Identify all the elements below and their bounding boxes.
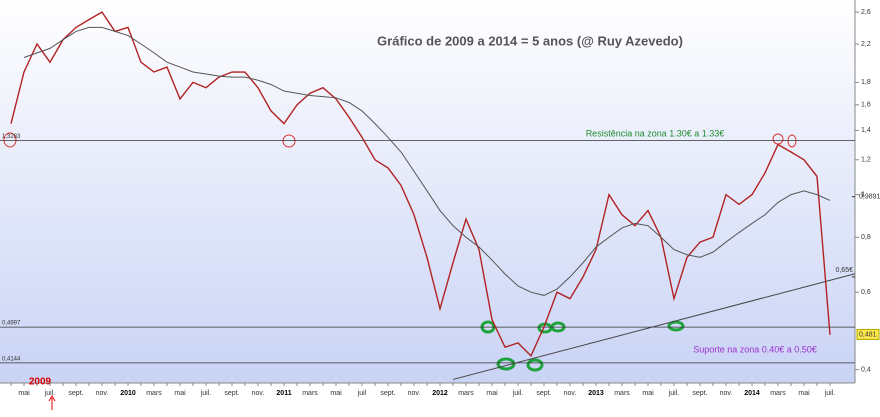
x-tick-label: sept.	[380, 390, 395, 397]
level-label: 0,4144	[2, 356, 21, 362]
x-tick-label: sept.	[224, 390, 239, 397]
x-tick-label: nov.	[720, 390, 733, 397]
x-tick-label: 2011	[276, 390, 291, 397]
circle-mark	[496, 357, 516, 371]
x-tick-label: nov.	[252, 390, 265, 397]
x-tick-label: sept.	[68, 390, 83, 397]
arrow	[48, 395, 56, 410]
x-tick-label: sept.	[692, 390, 707, 397]
x-tick-label: sept.	[536, 390, 551, 397]
y-tick-label: 0,6	[861, 289, 871, 296]
price-label: 0,65€	[835, 267, 853, 274]
x-axis-area	[0, 383, 880, 412]
x-tick-label: mai	[18, 390, 30, 397]
x-tick-label: nov.	[96, 390, 109, 397]
y-tick-label: 1	[861, 191, 865, 198]
price-label: 0,9891	[859, 194, 880, 201]
y-axis-area	[855, 0, 880, 412]
y-tick-label: 1,6	[861, 102, 871, 109]
y-tick-label: 0,8	[861, 234, 871, 241]
x-tick-label: mai	[486, 390, 498, 397]
circle-mark	[526, 358, 544, 372]
price-badge	[856, 328, 880, 340]
year-label: 2009	[29, 377, 52, 388]
x-tick-label: mars	[302, 390, 318, 397]
x-tick-label: mars	[146, 390, 162, 397]
chart-title: Gráfico de 2009 a 2014 = 5 anos (@ Ruy A…	[377, 33, 683, 48]
y-tick-label: 0,4	[861, 366, 871, 373]
annotation: Suporte na zona 0.40€ a 0.50€	[693, 344, 817, 354]
series-line	[10, 11, 831, 358]
circle-mark	[667, 320, 685, 332]
x-tick-label: 2010	[120, 390, 136, 397]
x-tick-label: juil.	[824, 390, 836, 397]
x-tick-label: mai	[174, 390, 186, 397]
level-label: 0,4997	[2, 321, 21, 327]
x-tick-label: juil.	[200, 390, 212, 397]
y-tick-label: 2,2	[861, 41, 871, 48]
x-tick-label: 2014	[744, 390, 760, 397]
y-tick-label: 1,2	[861, 157, 871, 164]
trendline	[452, 273, 856, 380]
x-tick-label: nov.	[408, 390, 421, 397]
resistance-marks	[3, 132, 797, 148]
x-tick-label: mars	[614, 390, 630, 397]
x-tick-label: juil.	[44, 390, 56, 397]
x-tick-label: juil	[357, 390, 367, 397]
x-tick-label: mars	[458, 390, 474, 397]
level-label: 1,3283	[2, 134, 21, 140]
annotation: Resistência na zona 1.30€ a 1.33€	[586, 128, 725, 138]
x-tick-label: juil.	[668, 390, 680, 397]
price-label: 0,481	[859, 331, 877, 338]
x-tick-label: 2013	[588, 390, 604, 397]
series-line	[23, 26, 831, 296]
x-tick-label: juil.	[512, 390, 524, 397]
y-tick-label: 2,6	[861, 9, 871, 16]
circle-mark	[282, 134, 296, 148]
circle-mark	[787, 134, 797, 148]
x-tick-label: mars	[770, 390, 786, 397]
x-tick-label: nov.	[564, 390, 577, 397]
x-tick-label: mai	[330, 390, 342, 397]
x-tick-label: mai	[642, 390, 654, 397]
y-tick-label: 1,8	[861, 79, 871, 86]
x-tick-label: 2012	[432, 390, 448, 397]
x-tick-label: mai	[798, 390, 810, 397]
y-tick-label: 1,4	[861, 127, 871, 134]
